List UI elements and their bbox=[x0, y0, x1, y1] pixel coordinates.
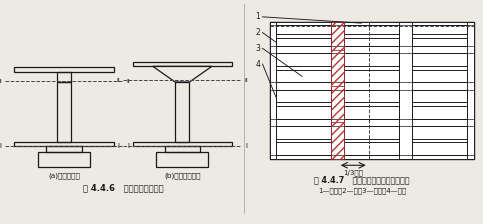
Bar bbox=[331, 50, 344, 86]
Text: 图 4.4.7   有主次梁楼盖的施工缝位置: 图 4.4.7 有主次梁楼盖的施工缝位置 bbox=[314, 175, 410, 184]
Bar bbox=[46, 146, 82, 152]
Bar bbox=[344, 34, 399, 38]
Bar bbox=[276, 90, 331, 102]
Bar bbox=[412, 25, 467, 34]
Bar bbox=[412, 138, 467, 142]
Text: I: I bbox=[127, 142, 129, 149]
Bar bbox=[344, 106, 399, 119]
Bar bbox=[165, 146, 200, 152]
Text: 3: 3 bbox=[256, 44, 260, 53]
Bar bbox=[270, 22, 276, 159]
Bar bbox=[331, 22, 344, 159]
Bar bbox=[331, 122, 344, 159]
Bar bbox=[412, 126, 467, 138]
Bar bbox=[270, 22, 473, 25]
Bar bbox=[331, 22, 344, 159]
Bar bbox=[276, 126, 331, 138]
Bar bbox=[344, 53, 399, 66]
Bar bbox=[412, 70, 467, 82]
Bar bbox=[412, 102, 467, 106]
Bar bbox=[270, 155, 473, 159]
Bar bbox=[412, 53, 467, 66]
Bar bbox=[344, 25, 399, 34]
Bar bbox=[57, 72, 71, 82]
Bar bbox=[270, 22, 473, 25]
Bar bbox=[156, 152, 208, 166]
Text: (b)无梁楼盖结构: (b)无梁楼盖结构 bbox=[164, 172, 200, 179]
Bar bbox=[14, 67, 114, 72]
Text: I: I bbox=[0, 142, 1, 149]
Bar bbox=[344, 138, 399, 142]
Bar bbox=[276, 66, 331, 70]
Bar bbox=[270, 119, 473, 126]
Bar bbox=[331, 22, 344, 50]
Bar bbox=[38, 152, 90, 166]
Bar bbox=[270, 82, 473, 90]
Bar bbox=[412, 66, 467, 70]
Bar bbox=[14, 142, 114, 146]
Bar bbox=[412, 142, 467, 155]
Bar bbox=[276, 38, 331, 46]
Bar bbox=[270, 46, 473, 53]
Text: 1/3梁跨: 1/3梁跨 bbox=[343, 169, 363, 176]
Bar bbox=[344, 38, 399, 46]
Bar bbox=[270, 155, 473, 159]
Bar bbox=[344, 70, 399, 82]
Bar bbox=[412, 90, 467, 102]
Bar bbox=[270, 22, 276, 159]
Bar bbox=[276, 25, 331, 34]
Bar bbox=[276, 138, 331, 142]
Bar bbox=[270, 46, 473, 53]
Text: II: II bbox=[244, 78, 248, 83]
Text: 1: 1 bbox=[256, 12, 260, 21]
Bar bbox=[344, 102, 399, 106]
Text: II: II bbox=[0, 79, 2, 84]
Text: I: I bbox=[117, 142, 119, 149]
Text: 2: 2 bbox=[256, 28, 260, 37]
Bar bbox=[412, 106, 467, 119]
Bar bbox=[276, 106, 331, 119]
Text: 4: 4 bbox=[256, 60, 260, 69]
Bar bbox=[57, 82, 71, 142]
Bar bbox=[399, 22, 412, 159]
Bar bbox=[270, 22, 473, 159]
Bar bbox=[344, 142, 399, 155]
Bar bbox=[276, 102, 331, 106]
Bar bbox=[276, 34, 331, 38]
Text: II: II bbox=[116, 78, 120, 83]
Bar bbox=[344, 126, 399, 138]
Text: I: I bbox=[245, 142, 247, 149]
Bar bbox=[270, 119, 473, 126]
Bar bbox=[331, 86, 344, 122]
Bar bbox=[399, 22, 412, 159]
Text: (a)梁板式结构: (a)梁板式结构 bbox=[48, 172, 80, 179]
Bar bbox=[133, 142, 232, 146]
Bar bbox=[276, 142, 331, 155]
Bar bbox=[175, 82, 189, 142]
Bar bbox=[467, 22, 473, 159]
Text: 1—模板；2—柱；3—次梁；4—主梁: 1—模板；2—柱；3—次梁；4—主梁 bbox=[318, 188, 406, 194]
Text: 图 4.4.6   柱子的施工缝位置: 图 4.4.6 柱子的施工缝位置 bbox=[83, 183, 163, 192]
Bar bbox=[276, 70, 331, 82]
Bar bbox=[467, 22, 473, 159]
Bar bbox=[412, 34, 467, 38]
Bar bbox=[344, 66, 399, 70]
Bar bbox=[412, 38, 467, 46]
Bar bbox=[344, 90, 399, 102]
Bar bbox=[276, 53, 331, 66]
Bar bbox=[133, 62, 232, 66]
Bar bbox=[270, 82, 473, 90]
Text: II: II bbox=[126, 79, 130, 84]
